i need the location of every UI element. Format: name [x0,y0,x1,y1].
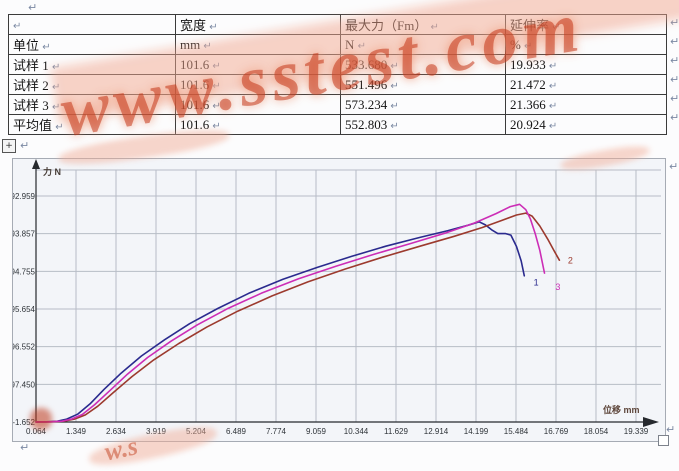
x-tick-label: 11.629 [384,427,408,436]
table-cell: 101.6 ↵ [175,54,341,75]
x-tick-label: 3.919 [146,427,167,436]
table-row: 试样 1 ↵ 101.6 ↵ 533.680 ↵ 19.933 ↵ [8,54,667,75]
table-cell: 19.933 ↵ [505,54,667,75]
table-cell: 最大力（Fm） ↵ [340,14,506,35]
x-tick-label: 16.769 [544,427,569,436]
x-axis-title: 位移 mm [603,404,640,415]
y-tick-label: 295.654 [13,305,36,314]
table-cell: 101.6 ↵ [175,94,341,115]
paragraph-mark: ↵ [666,423,676,436]
curve-specimen-3 [35,203,546,423]
row-end-mark: ↵ [670,35,679,48]
y-tick-label: 97.450 [13,380,36,389]
table-cell: 20.924 ↵ [505,114,667,135]
y-axis-title: 力 N [43,166,61,177]
y-tick-label: 196.552 [13,343,36,352]
x-tick-label: 9.059 [306,427,327,436]
x-tick-label: 12.914 [424,427,449,436]
table-cell: 试样 3 ↵ [8,94,176,115]
x-tick-label: 7.774 [266,427,287,436]
y-axis-arrow-icon [32,159,40,169]
results-table: ↵ 宽度 ↵ 最大力（Fm） ↵ 延伸率 ↵ 单位 ↵ mm ↵ N ↵% ↵ 试样 1 ↵ 1… [8,14,667,135]
table-cell: 21.472 ↵ [505,74,667,95]
row-end-mark: ↵ [670,54,679,67]
x-tick-label: 1.349 [66,427,87,436]
x-tick-label: 6.489 [226,427,247,436]
table-row: 试样 3 ↵ 101.6 ↵ 573.234 ↵ 21.366 ↵ [8,94,667,115]
paragraph-mark: ↵ [20,139,30,152]
table-cell: 宽度 ↵ [175,14,341,35]
curve-specimen-1 [35,220,526,423]
x-tick-label: 0.064 [26,427,47,436]
y-tick-label: 592.959 [13,192,36,201]
table-cell: 552.803 ↵ [340,114,506,135]
table-cell: 551.496 ↵ [340,74,506,95]
table-cell: 533.680 ↵ [340,54,506,75]
x-tick-label: 10.344 [344,427,369,436]
curve-label-3: 3 [555,282,560,292]
x-tick-label: 5.204 [186,427,207,436]
table-header-row: ↵ 宽度 ↵ 最大力（Fm） ↵ 延伸率 ↵ [8,14,667,35]
curve-specimen-2 [35,212,561,423]
chart-canvas: -1.652 97.450 196.552 295.654 394.755 493.857… [6,159,661,436]
row-end-mark: ↵ [670,16,679,29]
table-cell: 573.234 ↵ [340,94,506,115]
paragraph-mark: ↵ [669,160,679,173]
x-tick-label: 14.199 [464,427,489,436]
table-cell: 平均值 ↵ [8,114,176,135]
force-displacement-chart[interactable]: -1.652 97.450 196.552 295.654 394.755 493.857… [6,158,666,442]
x-tick-label: 15.484 [504,427,529,436]
table-cell: 延伸率 ↵ [505,14,667,35]
y-tick-label: 394.755 [13,267,36,276]
table-cell: ↵ [8,14,176,35]
table-cell: 试样 2 ↵ [8,74,176,95]
y-tick-label: 493.857 [13,230,36,239]
paragraph-mark: ↵ [28,1,38,14]
x-tick-label: 18.054 [584,427,609,436]
table-cell: N ↵ [340,34,506,55]
curve-label-2: 2 [568,256,573,266]
row-end-mark: ↵ [670,92,679,105]
row-end-mark: ↵ [670,73,679,86]
move-handle-icon[interactable]: + [2,139,16,153]
row-end-mark: ↵ [670,111,679,124]
table-row: 试样 2 ↵ 101.6 ↵ 551.496 ↵ 21.472 ↵ [8,74,667,95]
table-cell: 试样 1 ↵ [8,54,176,75]
x-tick-label: 19.339 [624,427,649,436]
paragraph-mark: ↵ [20,441,30,454]
table-row: 单位 ↵ mm ↵ N ↵% ↵ [8,34,667,55]
x-axis-arrow-icon [643,417,659,427]
x-tick-label: 2.634 [106,427,127,436]
resize-handle[interactable] [658,435,669,446]
table-cell: 单位 ↵ [8,34,176,55]
table-cell: 101.6 ↵ [175,114,341,135]
table-cell: mm ↵ [175,34,341,55]
table-cell: 21.366 ↵ [505,94,667,115]
y-tick-label: -1.652 [13,418,36,427]
table-cell: % ↵ [505,34,667,55]
table-cell: 101.6 ↵ [175,74,341,95]
curve-label-1: 1 [534,277,539,287]
table-row: 平均值 ↵ 101.6 ↵ 552.803 ↵ 20.924 ↵ [8,114,667,135]
